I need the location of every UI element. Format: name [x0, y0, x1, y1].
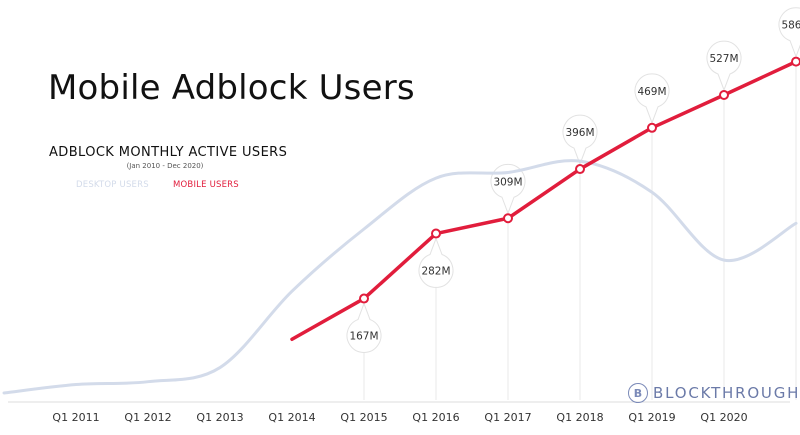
marker-pin [562, 114, 598, 166]
page-title: Mobile Adblock Users [48, 68, 415, 108]
data-label: 167M [349, 331, 378, 343]
marker-pin [418, 237, 454, 288]
marker-pin [346, 302, 382, 353]
legend-desktop-users: DESKTOP USERS [76, 180, 149, 190]
value-marker: 282M [418, 237, 454, 400]
legend-mobile-users: MOBILE USERS [173, 180, 239, 190]
x-tick-label: Q1 2019 [628, 411, 675, 424]
mobile-data-point [431, 228, 441, 239]
brand-logo: B BLOCKTHROUGH [628, 380, 800, 406]
x-tick-label: Q1 2018 [556, 411, 603, 424]
value-marker: 309M [490, 163, 526, 400]
marker-pin [706, 40, 742, 92]
x-tick-label: Q1 2014 [268, 411, 315, 424]
x-tick-label: Q1 2016 [412, 411, 459, 424]
chart-title: ADBLOCK MONTHLY ACTIVE USERS [49, 145, 288, 160]
x-tick-label: Q1 2017 [484, 411, 531, 424]
data-label: 282M [421, 266, 450, 278]
value-marker: 469M [634, 73, 670, 400]
mobile-data-point [575, 164, 585, 175]
x-tick-label: Q1 2020 [700, 411, 747, 424]
marker-pin [778, 7, 800, 59]
data-label: 527M [709, 53, 738, 65]
marker-pin [634, 73, 670, 125]
data-label: 469M [637, 86, 666, 98]
x-tick-label: Q1 2012 [124, 411, 171, 424]
value-marker: 527M [706, 40, 742, 400]
label-markers: 167M 282M 309M 396M 469M 527M 586M [346, 7, 800, 400]
x-tick-label: Q1 2013 [196, 411, 243, 424]
blockthrough-logo-icon: B [628, 383, 648, 403]
data-label: 396M [565, 127, 594, 139]
value-marker: 396M [562, 114, 598, 400]
marker-pin [490, 163, 526, 215]
data-label: 309M [493, 176, 522, 188]
brand-name: BLOCKTHROUGH [653, 384, 800, 402]
x-tick-label: Q1 2015 [340, 411, 387, 424]
data-label: 586M [781, 20, 800, 32]
x-tick-label: Q1 2011 [52, 411, 99, 424]
value-marker: 586M [778, 7, 800, 400]
value-marker: 167M [346, 302, 382, 400]
mobile-users-series [290, 56, 800, 342]
mobile-data-point [719, 89, 729, 100]
mobile-data-point [647, 122, 657, 133]
mobile-users-line [290, 59, 798, 342]
chart-date-range: (Jan 2010 - Dec 2020) [126, 162, 204, 170]
mobile-data-point [359, 293, 369, 304]
mobile-data-point [791, 56, 800, 67]
desktop-users-line [2, 159, 798, 395]
x-tick-labels: Q1 2011 Q1 2012 Q1 2013 Q1 2014 Q1 2015 Q1 20… [52, 411, 747, 424]
mobile-data-point [503, 213, 513, 224]
